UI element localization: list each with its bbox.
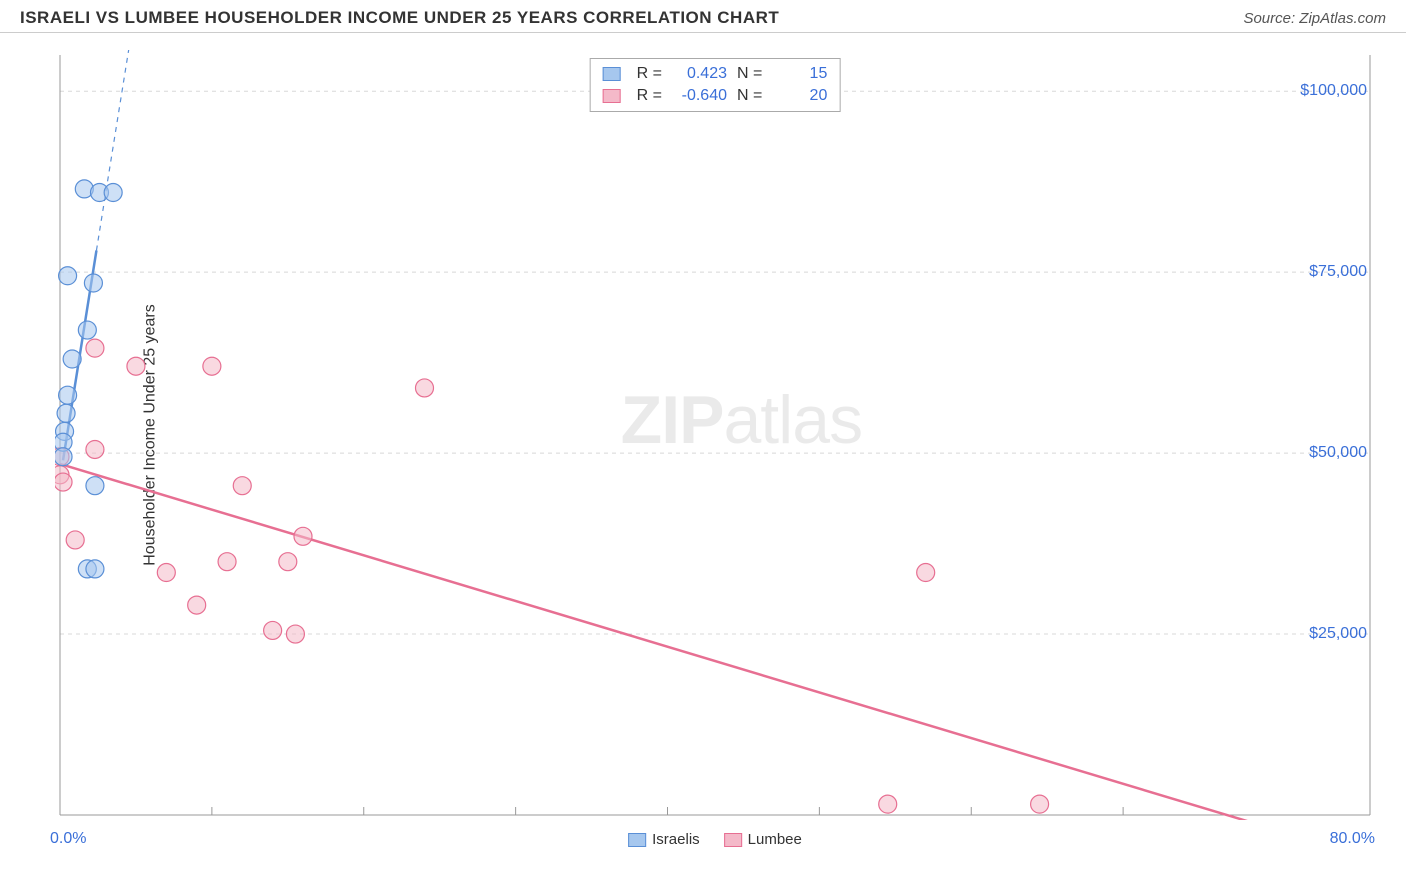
y-tick-label: $100,000	[1300, 82, 1367, 100]
x-axis-min: 0.0%	[50, 830, 86, 848]
legend-item-lumbee: Lumbee	[724, 831, 802, 848]
bottom-legend: Israelis Lumbee	[628, 831, 802, 848]
swatch-israelis	[603, 67, 621, 81]
swatch-israelis-icon	[628, 833, 646, 847]
y-tick-label: $25,000	[1309, 625, 1367, 643]
stats-legend: R = 0.423 N = 15 R = -0.640 N = 20	[590, 58, 841, 112]
source-label: Source: ZipAtlas.com	[1243, 10, 1386, 27]
chart-area: Householder Income Under 25 years ZIPatl…	[55, 50, 1375, 820]
swatch-lumbee-icon	[724, 833, 742, 847]
chart-title: ISRAELI VS LUMBEE HOUSEHOLDER INCOME UND…	[20, 8, 779, 28]
stats-row-lumbee: R = -0.640 N = 20	[603, 85, 828, 107]
header: ISRAELI VS LUMBEE HOUSEHOLDER INCOME UND…	[0, 0, 1406, 33]
y-tick-label: $50,000	[1309, 444, 1367, 462]
legend-item-israelis: Israelis	[628, 831, 700, 848]
x-axis-max: 80.0%	[1330, 830, 1375, 848]
stats-row-israelis: R = 0.423 N = 15	[603, 63, 828, 85]
scatter-plot	[55, 50, 1375, 820]
swatch-lumbee	[603, 89, 621, 103]
y-tick-label: $75,000	[1309, 263, 1367, 281]
